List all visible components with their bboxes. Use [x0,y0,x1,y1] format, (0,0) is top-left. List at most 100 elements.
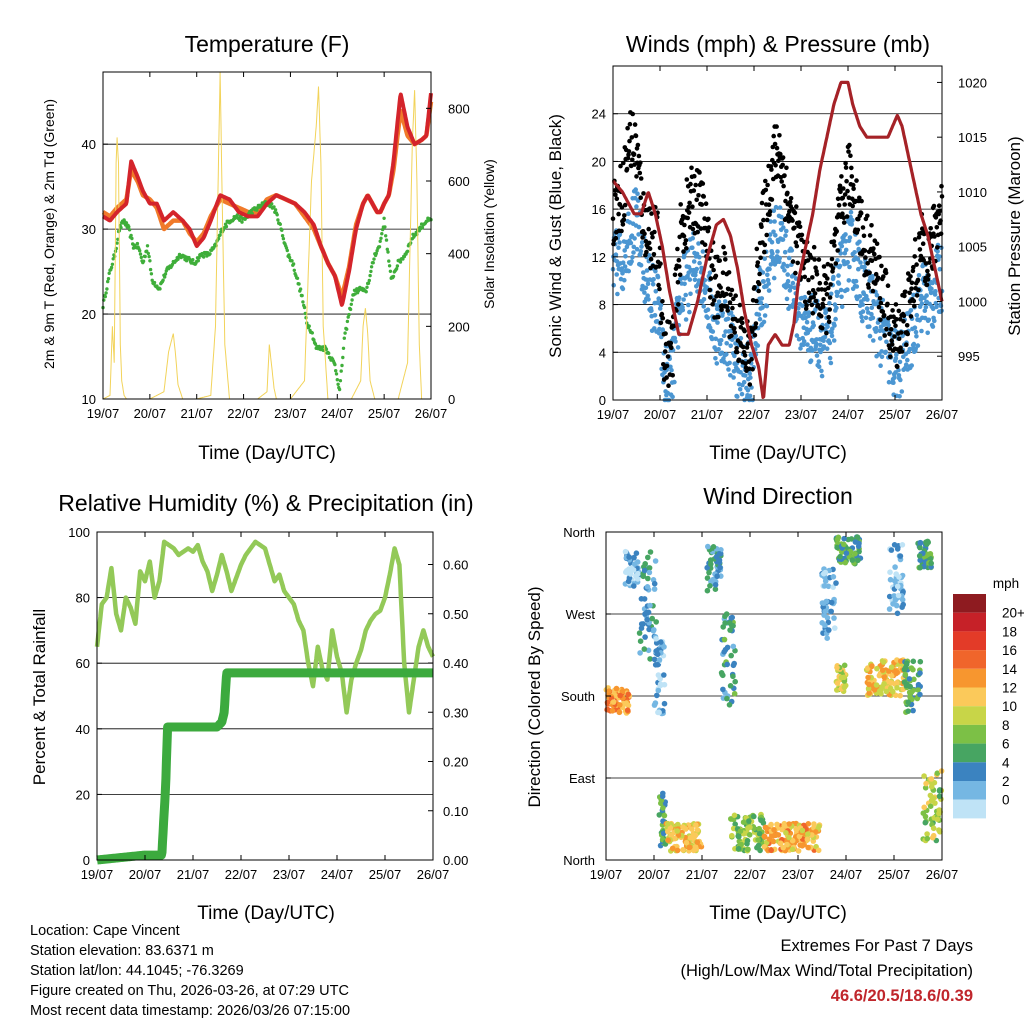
gust-point [782,173,787,178]
humidity-series [93,539,437,865]
direction-point [932,800,938,806]
wind-point [839,294,844,300]
gust-point [658,320,664,326]
y2-tick-label: 400 [448,247,470,262]
gust-point [840,211,845,216]
y-tick-label: East [569,771,595,786]
direction-point [631,561,638,567]
dewpoint-point [127,228,132,232]
wind-point [731,369,737,374]
wind-point [873,325,879,331]
direction-point [888,664,895,670]
gust-point [729,287,735,293]
gust-point [730,305,735,311]
direction-point [786,821,792,827]
direction-point [616,709,623,716]
wind-point [860,309,866,314]
wind-point [771,208,777,214]
dewpoint-point [333,362,337,367]
gust-point [907,290,912,296]
extremes-box: Extremes For Past 7 Days (High/Low/Max W… [680,934,973,1009]
dewpoint-point [150,278,154,282]
gust-point [624,166,630,172]
winds-series [610,80,945,403]
wind-point [836,273,841,278]
direction-point [706,569,712,576]
gust-point [732,326,737,331]
dewpoint-point [106,279,110,284]
direction-point [805,821,812,827]
direction-point [635,570,641,577]
dewpoint-point [383,225,387,229]
wind-point [873,329,879,334]
direction-point [816,823,822,830]
wind-point [638,249,644,254]
gust-point [675,246,680,252]
wind-point [897,359,903,365]
wind-point [658,303,664,308]
winds-xlabel: Time (Day/UTC) [709,443,847,464]
dewpoint-point [291,262,296,266]
y-tick-label: 40 [76,722,90,737]
wind-point [656,296,661,301]
gust-point [804,303,809,308]
direction-point [653,619,659,625]
direction-point [637,638,644,644]
wind-point [623,253,628,259]
direction-point [928,560,934,567]
direction-point [804,836,811,843]
direction-point [937,829,943,835]
dewpoint-point [281,237,286,241]
direction-point [758,817,764,824]
gust-point [726,270,732,275]
direction-point [838,674,845,681]
wind-point [919,328,924,334]
dewpoint-point [391,274,396,279]
gust-point [912,303,917,309]
gust-point [889,342,895,347]
direction-point [915,687,921,693]
wind-point [726,367,731,372]
dewpoint-point [109,265,114,270]
wind-point [911,292,916,298]
direction-point [780,844,786,851]
x-tick-label: 25/07 [879,407,912,422]
y-tick-label: 0 [83,853,90,868]
gust-point [677,264,682,269]
wind-point [636,224,642,230]
direction-point [654,692,660,699]
gust-point [625,125,630,131]
gust-point [885,283,891,289]
dewpoint-point [384,238,389,242]
gust-point [898,330,904,335]
gust-point [754,246,760,252]
direction-point [837,553,843,560]
direction-point [627,571,634,577]
direction-point [805,844,811,851]
x-tick-label: 22/07 [738,407,771,422]
wind-point [638,262,644,268]
wind-point [781,225,786,230]
direction-point [657,676,663,682]
wind-point [808,358,814,364]
wind-point [761,279,766,284]
gust-point [831,239,837,244]
winds-ticks: 19/07 20/07 21/07 22/07 23/07 24/07 25/07 26/07… [592,66,987,422]
wind-point [731,375,736,380]
wind-point [796,336,802,342]
direction-point [674,847,681,854]
wind-point [867,324,872,329]
wind-point [788,284,794,290]
gust-point [881,274,886,279]
wind-point [805,342,810,347]
direction-point [727,627,733,633]
dewpoint-point [420,226,425,230]
direction-point [856,548,862,555]
wind-point [846,278,852,283]
elevation-text: Station elevation: 83.6371 m [30,943,214,959]
wind-point [628,240,634,246]
direction-point [834,680,841,686]
y2-tick-label: 0.20 [443,755,468,770]
gust-point [687,200,692,206]
gust-point [925,268,930,274]
